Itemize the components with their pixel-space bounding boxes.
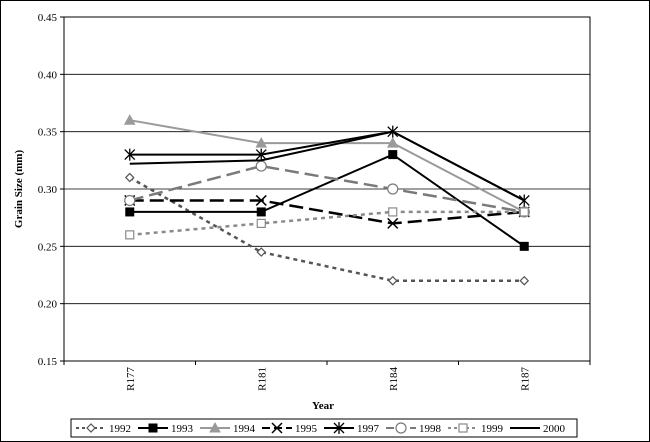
y-tick-label: 0.20 <box>38 299 58 311</box>
y-tick-label: 0.15 <box>38 356 58 368</box>
data-point <box>256 207 266 217</box>
data-point <box>518 194 530 207</box>
legend-marker <box>148 423 158 433</box>
data-point <box>123 114 136 125</box>
data-point <box>386 137 399 148</box>
legend-label: 1995 <box>295 423 318 435</box>
legend-label: 1997 <box>357 423 380 435</box>
data-point <box>255 194 267 206</box>
series-1997 <box>124 125 530 207</box>
legend-marker <box>271 422 283 434</box>
legend-entry: 1994 <box>200 421 256 435</box>
legend-entry: 1992 <box>76 423 131 435</box>
x-axis: R177 R181 R184 R187 <box>63 361 591 391</box>
series-1999 <box>125 207 529 240</box>
legend-entry: 2000 <box>510 423 566 435</box>
legend-label: 1998 <box>419 423 442 435</box>
series-line <box>129 164 525 214</box>
data-point <box>255 137 268 148</box>
data-point <box>124 172 135 183</box>
data-point <box>124 148 136 161</box>
y-tick-label: 0.35 <box>38 127 58 139</box>
series-2000 <box>129 130 525 202</box>
series-1993 <box>125 150 529 251</box>
legend-marker <box>86 423 96 433</box>
legend-entry: 1993 <box>138 423 194 435</box>
legend-marker <box>333 422 345 434</box>
data-point <box>256 247 267 257</box>
data-point <box>387 275 398 286</box>
legend-entry: 1997 <box>324 422 380 435</box>
x-axis-label: Year <box>312 400 334 412</box>
y-tick-label: 0.25 <box>38 241 58 253</box>
legend-label: 1992 <box>109 423 131 435</box>
series-line <box>129 153 525 248</box>
legend-marker <box>209 421 221 433</box>
data-point <box>387 217 399 229</box>
data-point <box>388 207 398 217</box>
y-tick-label: 0.30 <box>38 184 58 196</box>
series-1992 <box>124 172 530 286</box>
series-line <box>129 130 525 202</box>
legend-label: 2000 <box>543 423 566 435</box>
data-point <box>256 218 266 228</box>
x-tick-label: R184 <box>388 367 400 391</box>
data-point <box>125 207 135 217</box>
y-axis-label: Grain Size (mm) <box>13 150 25 229</box>
series-line <box>129 119 525 213</box>
data-point <box>124 194 136 207</box>
series-line <box>129 130 525 202</box>
legend: 1992 1993 1994 1995 1997 1998 1999 2000 <box>70 418 578 438</box>
gridlines <box>64 73 590 305</box>
data-point <box>125 230 135 240</box>
data-point <box>255 160 267 172</box>
y-axis: 0.15 0.20 0.25 0.30 0.35 0.40 0.45 <box>38 12 64 368</box>
legend-entry: 1999 <box>448 423 504 435</box>
legend-label: 1993 <box>171 423 194 435</box>
series-line <box>129 210 525 237</box>
data-point <box>519 275 530 286</box>
data-point <box>255 148 267 161</box>
series-1994 <box>123 114 531 217</box>
y-tick-label: 0.40 <box>38 69 58 81</box>
legend-label: 1994 <box>233 423 256 435</box>
legend-marker <box>395 422 407 434</box>
y-tick-label: 0.45 <box>38 12 58 24</box>
series-line <box>129 199 525 225</box>
x-tick-label: R177 <box>125 367 137 391</box>
data-point <box>387 183 399 195</box>
series-line <box>129 176 525 282</box>
data-point <box>519 241 529 251</box>
x-tick-label: R181 <box>256 367 268 391</box>
series-group <box>123 114 531 286</box>
data-point <box>519 207 529 217</box>
legend-marker <box>458 423 468 433</box>
x-tick-label: R187 <box>519 367 531 391</box>
data-point <box>388 150 398 160</box>
legend-entry: 1998 <box>386 422 442 435</box>
legend-label: 1999 <box>481 423 504 435</box>
legend-entry: 1995 <box>262 422 318 435</box>
